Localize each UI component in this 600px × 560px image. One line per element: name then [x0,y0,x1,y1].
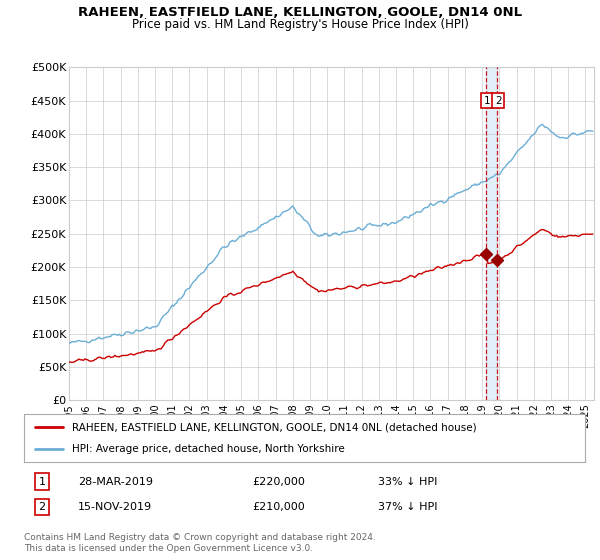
Text: 2: 2 [38,502,46,512]
Text: Contains HM Land Registry data © Crown copyright and database right 2024.
This d: Contains HM Land Registry data © Crown c… [24,533,376,553]
Text: 33% ↓ HPI: 33% ↓ HPI [378,477,437,487]
Text: 37% ↓ HPI: 37% ↓ HPI [378,502,437,512]
Text: RAHEEN, EASTFIELD LANE, KELLINGTON, GOOLE, DN14 0NL (detached house): RAHEEN, EASTFIELD LANE, KELLINGTON, GOOL… [71,422,476,432]
Text: RAHEEN, EASTFIELD LANE, KELLINGTON, GOOLE, DN14 0NL: RAHEEN, EASTFIELD LANE, KELLINGTON, GOOL… [78,6,522,18]
Text: 1: 1 [38,477,46,487]
Text: £220,000: £220,000 [252,477,305,487]
Text: HPI: Average price, detached house, North Yorkshire: HPI: Average price, detached house, Nort… [71,444,344,454]
Text: 15-NOV-2019: 15-NOV-2019 [78,502,152,512]
Bar [486,67,497,400]
Text: 2: 2 [495,96,502,105]
Text: 28-MAR-2019: 28-MAR-2019 [78,477,153,487]
Text: Price paid vs. HM Land Registry's House Price Index (HPI): Price paid vs. HM Land Registry's House … [131,18,469,31]
Text: £210,000: £210,000 [252,502,305,512]
Text: 1: 1 [484,96,490,105]
